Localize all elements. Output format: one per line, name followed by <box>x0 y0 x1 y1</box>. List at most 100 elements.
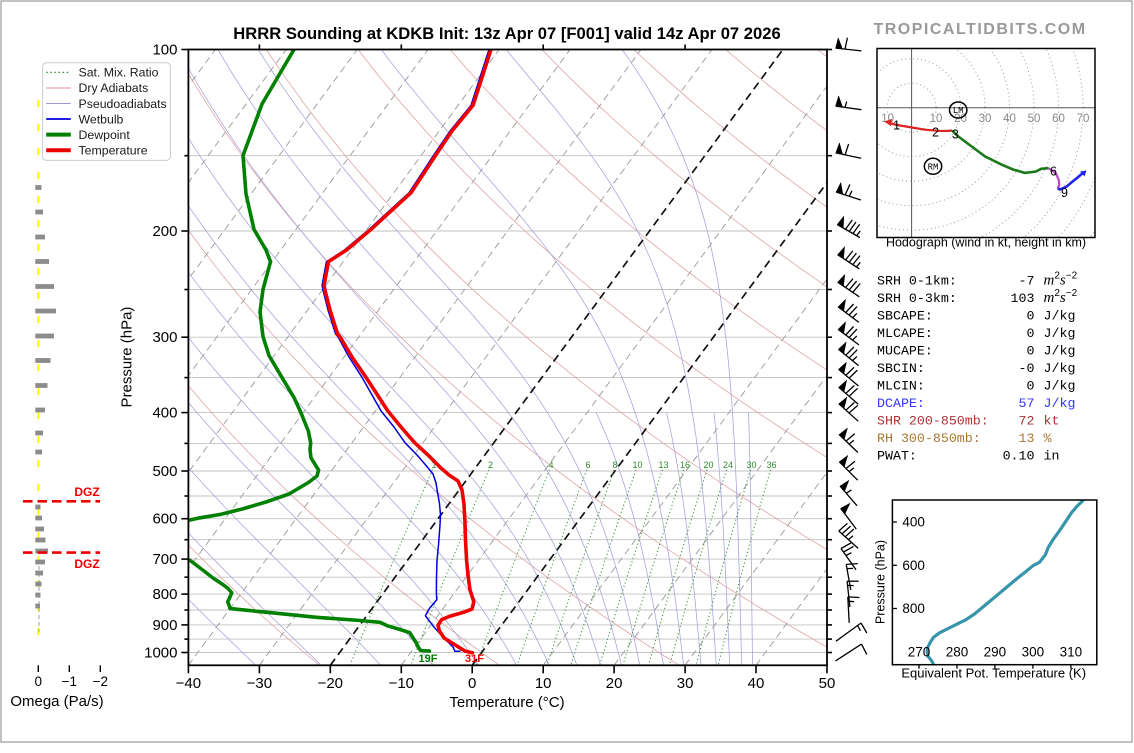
svg-text:DCAPE:: DCAPE: <box>877 396 925 411</box>
svg-text:1: 1 <box>431 460 436 470</box>
svg-text:300: 300 <box>1022 645 1045 660</box>
svg-text:3: 3 <box>952 128 959 142</box>
svg-text:31F: 31F <box>465 653 484 665</box>
svg-text:400: 400 <box>152 405 177 422</box>
svg-text:−10: −10 <box>389 675 414 692</box>
svg-text:200: 200 <box>152 223 177 240</box>
svg-text:SBCAPE:: SBCAPE: <box>877 309 933 324</box>
svg-text:kt: kt <box>1044 414 1060 429</box>
svg-text:MUCAPE:: MUCAPE: <box>877 344 933 359</box>
svg-text:−20: −20 <box>318 675 343 692</box>
svg-text:40: 40 <box>748 675 765 692</box>
svg-text:280: 280 <box>946 645 969 660</box>
svg-text:2: 2 <box>932 126 939 140</box>
svg-text:700: 700 <box>152 551 177 568</box>
svg-text:−30: −30 <box>247 675 272 692</box>
svg-text:J/kg: J/kg <box>1044 396 1076 411</box>
svg-text:50: 50 <box>819 675 836 692</box>
svg-text:100: 100 <box>152 42 177 59</box>
svg-text:MLCAPE:: MLCAPE: <box>877 326 933 341</box>
svg-text:0: 0 <box>1027 344 1035 359</box>
svg-text:1: 1 <box>893 119 900 133</box>
svg-text:J/kg: J/kg <box>1044 344 1076 359</box>
svg-text:103: 103 <box>1011 291 1035 306</box>
svg-text:LM: LM <box>953 106 964 116</box>
svg-text:30: 30 <box>677 675 694 692</box>
svg-text:800: 800 <box>152 586 177 603</box>
svg-text:−40: −40 <box>176 675 201 692</box>
svg-text:6: 6 <box>1050 165 1057 179</box>
svg-text:DGZ: DGZ <box>74 557 99 571</box>
svg-text:J/kg: J/kg <box>1044 309 1076 324</box>
svg-text:SRH 0-3km:: SRH 0-3km: <box>877 291 957 306</box>
svg-text:TROPICALTIDBITS.COM: TROPICALTIDBITS.COM <box>873 21 1086 38</box>
svg-text:RH 300-850mb:: RH 300-850mb: <box>877 431 981 446</box>
svg-text:Sat. Mix. Ratio: Sat. Mix. Ratio <box>79 66 159 80</box>
svg-text:J/kg: J/kg <box>1044 361 1076 376</box>
svg-text:Dewpoint: Dewpoint <box>79 128 131 142</box>
svg-text:4: 4 <box>548 460 553 470</box>
svg-text:0: 0 <box>1027 309 1035 324</box>
svg-text:290: 290 <box>984 645 1007 660</box>
svg-text:0: 0 <box>1027 379 1035 394</box>
svg-text:m2s−2: m2s−2 <box>1044 271 1078 289</box>
svg-text:6: 6 <box>585 460 590 470</box>
svg-text:500: 500 <box>152 463 177 480</box>
svg-text:36: 36 <box>766 460 776 470</box>
svg-text:300: 300 <box>152 329 177 346</box>
svg-text:MLCIN:: MLCIN: <box>877 379 925 394</box>
svg-text:J/kg: J/kg <box>1044 379 1076 394</box>
svg-text:30: 30 <box>979 113 992 125</box>
svg-text:in: in <box>1044 449 1060 464</box>
svg-text:400: 400 <box>902 515 925 530</box>
svg-text:2: 2 <box>488 460 493 470</box>
svg-text:J/kg: J/kg <box>1044 326 1076 341</box>
svg-text:16: 16 <box>680 460 690 470</box>
svg-text:m2s−2: m2s−2 <box>1044 288 1078 306</box>
svg-text:0: 0 <box>35 674 43 689</box>
svg-text:30: 30 <box>746 460 756 470</box>
svg-text:Temperature: Temperature <box>79 144 148 158</box>
svg-text:20: 20 <box>606 675 623 692</box>
svg-text:50: 50 <box>1028 113 1041 125</box>
svg-text:Dry Adiabats: Dry Adiabats <box>79 81 149 95</box>
svg-text:0: 0 <box>1027 326 1035 341</box>
svg-text:8: 8 <box>612 460 617 470</box>
svg-text:800: 800 <box>902 601 925 616</box>
svg-text:PWAT:: PWAT: <box>877 449 917 464</box>
svg-text:24: 24 <box>723 460 733 470</box>
svg-text:0: 0 <box>468 675 476 692</box>
svg-text:SHR 200-850mb:: SHR 200-850mb: <box>877 414 989 429</box>
svg-text:HRRR Sounding at KDKB Init: 13: HRRR Sounding at KDKB Init: 13z Apr 07 [… <box>233 24 780 43</box>
svg-text:Equivalent Pot. Temperature (K: Equivalent Pot. Temperature (K) <box>901 666 1086 681</box>
svg-text:10: 10 <box>930 113 943 125</box>
svg-text:10: 10 <box>535 675 552 692</box>
svg-text:Pressure (hPa): Pressure (hPa) <box>119 307 136 408</box>
svg-text:9: 9 <box>1061 186 1068 200</box>
svg-text:-7: -7 <box>1019 274 1035 289</box>
svg-text:70: 70 <box>1077 113 1090 125</box>
svg-text:72: 72 <box>1019 414 1035 429</box>
svg-text:19F: 19F <box>419 653 438 665</box>
svg-text:0.10: 0.10 <box>1003 449 1035 464</box>
svg-text:60: 60 <box>1052 113 1065 125</box>
svg-text:Pressure (hPa): Pressure (hPa) <box>874 540 888 624</box>
svg-text:270: 270 <box>908 645 931 660</box>
svg-text:Pseudoadiabats: Pseudoadiabats <box>79 97 167 111</box>
svg-text:−2: −2 <box>93 674 108 689</box>
svg-text:13: 13 <box>658 460 668 470</box>
svg-text:Wetbulb: Wetbulb <box>79 112 124 126</box>
svg-text:Hodograph (wind in kt, height: Hodograph (wind in kt, height in km) <box>886 236 1086 250</box>
svg-text:600: 600 <box>902 558 925 573</box>
svg-text:310: 310 <box>1060 645 1083 660</box>
svg-text:20: 20 <box>703 460 713 470</box>
svg-text:SRH 0-1km:: SRH 0-1km: <box>877 274 957 289</box>
svg-text:40: 40 <box>1003 113 1016 125</box>
svg-text:SBCIN:: SBCIN: <box>877 361 925 376</box>
svg-text:57: 57 <box>1019 396 1035 411</box>
svg-text:900: 900 <box>152 617 177 634</box>
svg-text:13: 13 <box>1019 431 1035 446</box>
svg-text:10: 10 <box>632 460 642 470</box>
svg-text:%: % <box>1044 431 1052 446</box>
svg-text:RM: RM <box>928 162 939 172</box>
